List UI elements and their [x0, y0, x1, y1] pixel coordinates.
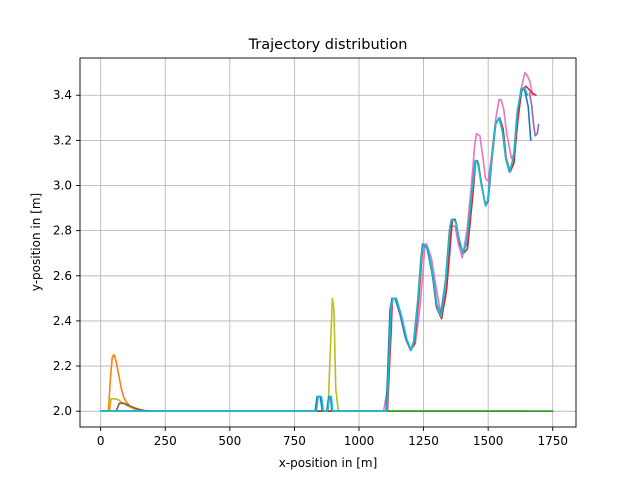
grid-lines: [80, 58, 576, 427]
y-tick-label-1: 2.2: [53, 359, 72, 373]
plot-frame: [79, 57, 577, 428]
x-axis-label: x-position in [m]: [279, 456, 378, 470]
x-tick-label-1: 250: [154, 434, 177, 448]
series-line-8: [99, 87, 529, 413]
series-line-7: [528, 92, 540, 137]
x-tick-label-3: 750: [283, 434, 306, 448]
plot-area: [99, 71, 554, 413]
series-line-0: [99, 353, 528, 413]
y-tick-label-2: 2.4: [53, 314, 72, 328]
y-tick-label-4: 2.8: [53, 224, 72, 238]
axes: 0 250 500 750 1000 1250 1500 1750 2.0 2.2 2.4 2.6 2.…: [53, 57, 577, 448]
chart-title: Trajectory distribution: [248, 37, 408, 53]
x-tick-label-2: 500: [218, 434, 241, 448]
y-axis-label: y-position in [m]: [29, 193, 43, 291]
y-tick-label-6: 3.2: [53, 133, 72, 147]
x-tick-label-4: 1000: [344, 434, 375, 448]
x-tick-label-0: 0: [97, 434, 105, 448]
x-tick-label-7: 1750: [537, 434, 568, 448]
y-tick-label-3: 2.6: [53, 269, 72, 283]
series-line-5: [99, 85, 537, 413]
x-tick-label-5: 1250: [408, 434, 439, 448]
y-tick-label-7: 3.4: [53, 88, 72, 102]
y-tick-label-0: 2.0: [53, 404, 72, 418]
y-tick-label-5: 3.0: [53, 179, 72, 193]
x-tick-label-6: 1500: [473, 434, 504, 448]
